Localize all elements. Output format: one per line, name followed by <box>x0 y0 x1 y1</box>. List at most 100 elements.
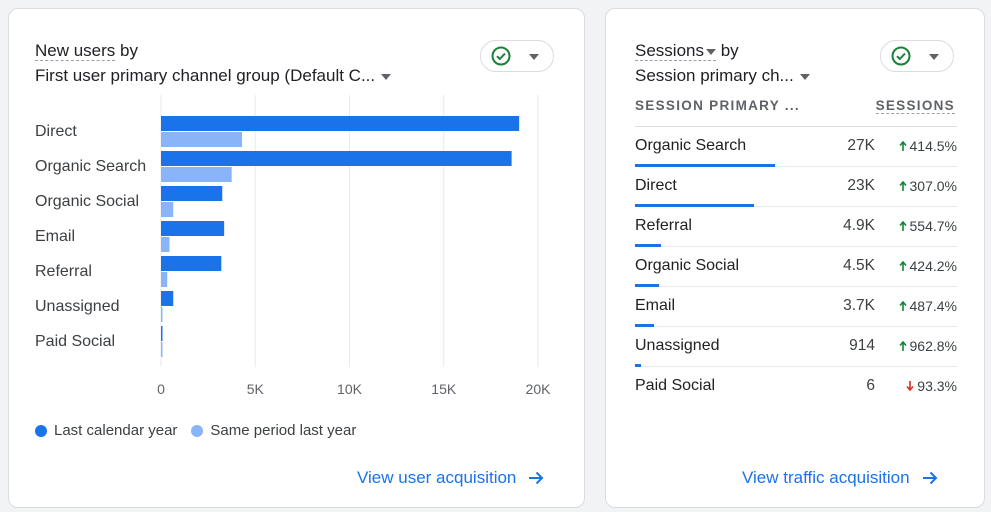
legend-dot-current <box>35 424 47 437</box>
dimension-label: Session primary ch... <box>635 66 794 85</box>
new-users-bar-chart: 0 5K 10K 15K 20K Direct Organic Search Organic … <box>35 95 552 397</box>
row-change: 424.2% <box>898 258 957 274</box>
row-share-bar <box>635 324 654 327</box>
x-tick-label: 20K <box>526 381 552 397</box>
sessions-card: Sessions by Session primary ch... SESSIO… <box>605 8 985 508</box>
row-change-value: 487.4% <box>909 298 957 314</box>
row-change-value: 414.5% <box>909 138 957 154</box>
check-circle-icon <box>891 46 911 66</box>
column-header-sessions[interactable]: SESSIONS <box>875 98 955 114</box>
row-share-bar <box>635 204 754 207</box>
row-change: 962.8% <box>898 338 957 354</box>
bar-last-calendar-year[interactable] <box>161 326 163 341</box>
row-share-bar <box>635 244 661 247</box>
row-divider <box>635 366 957 367</box>
arrow-right-icon <box>922 471 937 485</box>
table-row[interactable]: Paid Social 6 93.3% <box>635 367 957 407</box>
view-traffic-acquisition-link[interactable]: View traffic acquisition <box>742 468 938 488</box>
table-row[interactable]: Unassigned 914 962.8% <box>635 327 957 367</box>
category-label: Paid Social <box>35 333 115 350</box>
arrow-down-icon <box>906 381 914 391</box>
bar-same-period-last-year[interactable] <box>161 167 232 182</box>
row-change: 307.0% <box>898 178 957 194</box>
row-channel-name: Unassigned <box>635 337 720 354</box>
row-channel-name: Paid Social <box>635 377 716 394</box>
table-row[interactable]: Direct 23K 307.0% <box>635 167 957 207</box>
dimension-dropdown-icon <box>799 73 810 80</box>
metric-label[interactable]: New users <box>35 41 116 61</box>
row-divider <box>635 166 957 167</box>
dimension-selector[interactable]: Session primary ch... <box>635 66 810 86</box>
row-change: 93.3% <box>906 378 957 394</box>
bar-last-calendar-year[interactable] <box>161 291 174 306</box>
arrow-up-icon <box>898 181 907 191</box>
row-share-bar <box>635 284 659 287</box>
bar-last-calendar-year[interactable] <box>161 256 222 271</box>
row-sessions-value: 3.7K <box>843 297 875 314</box>
row-sessions-value: 4.5K <box>843 257 875 274</box>
row-change-value: 424.2% <box>909 258 957 274</box>
legend-label-current: Last calendar year <box>54 422 178 439</box>
bar-same-period-last-year[interactable] <box>161 132 243 147</box>
row-divider <box>635 286 957 287</box>
dimension-dropdown-icon <box>381 73 392 80</box>
bar-same-period-last-year[interactable] <box>161 342 163 357</box>
bar-same-period-last-year[interactable] <box>161 237 170 252</box>
compare-toggle[interactable] <box>880 40 954 72</box>
bar-same-period-last-year[interactable] <box>161 272 168 287</box>
row-channel-name: Email <box>635 297 676 314</box>
legend-dot-previous <box>191 424 204 437</box>
table-row[interactable]: Organic Search 27K 414.5% <box>635 127 957 167</box>
metric-label: Sessions <box>635 41 704 60</box>
card-title: New users by <box>35 41 138 61</box>
header-divider <box>635 126 957 127</box>
row-sessions-value: 914 <box>849 337 875 354</box>
category-label: Organic Social <box>35 193 139 210</box>
view-user-acquisition-label: View user acquisition <box>357 468 517 487</box>
table-row[interactable]: Referral 4.9K 554.7% <box>635 207 957 247</box>
metric-dropdown-icon <box>705 48 716 55</box>
row-divider <box>635 326 957 327</box>
row-channel-name: Direct <box>635 177 677 194</box>
category-label: Referral <box>35 263 92 280</box>
row-change-value: 93.3% <box>917 378 957 394</box>
row-change: 554.7% <box>898 218 957 234</box>
bar-same-period-last-year[interactable] <box>161 202 174 217</box>
category-label: Unassigned <box>35 298 120 315</box>
bar-last-calendar-year[interactable] <box>161 151 512 166</box>
dimension-selector[interactable]: First user primary channel group (Defaul… <box>35 66 392 86</box>
category-label: Direct <box>35 123 77 140</box>
row-sessions-value: 4.9K <box>843 217 875 234</box>
row-sessions-value: 23K <box>847 177 875 194</box>
new-users-card: New users by First user primary channel … <box>8 8 585 508</box>
table-row[interactable]: Organic Social 4.5K 424.2% <box>635 247 957 287</box>
dimension-label: First user primary channel group (Defaul… <box>35 66 376 85</box>
chart-legend: Last calendar year Same period last year <box>35 422 356 439</box>
bar-last-calendar-year[interactable] <box>161 116 520 131</box>
chevron-down-icon <box>929 54 939 60</box>
table-row[interactable]: Email 3.7K 487.4% <box>635 287 957 327</box>
category-label: Organic Search <box>35 158 146 175</box>
x-tick-label: 10K <box>337 381 363 397</box>
arrow-up-icon <box>898 341 907 351</box>
card-title: Sessions by <box>635 41 739 61</box>
row-change-value: 307.0% <box>909 178 957 194</box>
compare-toggle[interactable] <box>480 40 554 72</box>
column-header-dimension[interactable]: SESSION PRIMARY ... <box>635 98 800 113</box>
arrow-up-icon <box>898 301 907 311</box>
legend-label-previous: Same period last year <box>210 422 357 439</box>
row-change-value: 962.8% <box>909 338 957 354</box>
check-circle-icon <box>491 46 511 66</box>
bar-last-calendar-year[interactable] <box>161 186 223 201</box>
title-by: by <box>115 41 138 60</box>
row-sessions-value: 27K <box>847 137 875 154</box>
title-by: by <box>715 41 739 60</box>
row-channel-name: Referral <box>635 217 692 234</box>
view-user-acquisition-link[interactable]: View user acquisition <box>357 468 544 488</box>
metric-selector[interactable]: Sessions <box>635 41 716 61</box>
bar-same-period-last-year[interactable] <box>161 307 163 322</box>
row-channel-name: Organic Social <box>635 257 740 274</box>
row-share-bar <box>635 364 641 367</box>
category-label: Email <box>35 228 75 245</box>
bar-last-calendar-year[interactable] <box>161 221 225 236</box>
